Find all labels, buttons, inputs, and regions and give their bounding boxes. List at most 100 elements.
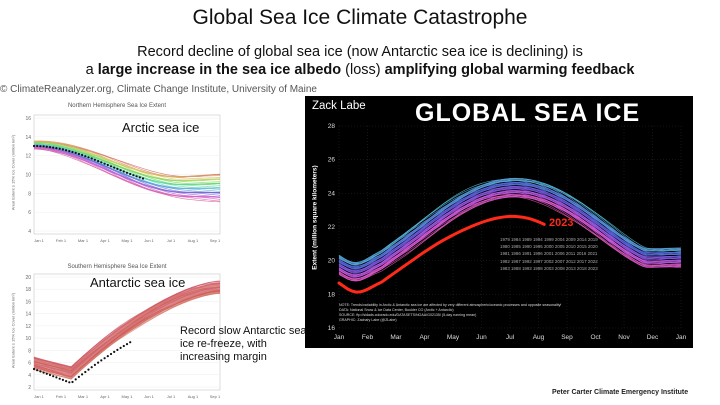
antarctic-current-year-point bbox=[71, 380, 74, 384]
antarctic-xtick: Jan 1 bbox=[34, 394, 45, 399]
arctic-current-year-point bbox=[55, 147, 58, 150]
arctic-current-year-point bbox=[45, 145, 48, 148]
global-year-line bbox=[338, 196, 682, 281]
global-xtick: Mar bbox=[390, 334, 402, 341]
arctic-xtick: Jun 1 bbox=[144, 238, 155, 243]
arctic-current-year-point bbox=[68, 150, 71, 153]
arctic-current-year-point bbox=[141, 177, 145, 180]
copyright-icon: © bbox=[0, 84, 11, 95]
antarctic-current-year-point bbox=[81, 373, 84, 376]
antarctic-current-year-point bbox=[36, 369, 39, 372]
arctic-ytick: 10 bbox=[25, 173, 31, 179]
antarctic-ytick: 2 bbox=[28, 385, 31, 391]
arctic-year-line bbox=[33, 146, 221, 202]
antarctic-ytick: 18 bbox=[25, 287, 31, 293]
arctic-year-line bbox=[33, 147, 221, 203]
antarctic-xtick: Sep 1 bbox=[210, 394, 221, 399]
antarctic-current-year-point bbox=[97, 361, 100, 364]
antarctic-year-line bbox=[33, 292, 221, 380]
global-xtick: Nov bbox=[618, 334, 630, 341]
antarctic-ytick: 12 bbox=[25, 324, 31, 330]
global-ytick: 24 bbox=[328, 190, 336, 197]
arctic-year-line bbox=[33, 140, 221, 178]
arctic-current-year-point bbox=[135, 175, 138, 178]
arctic-current-year-point bbox=[93, 158, 96, 161]
global-note-line: DATA: National Snow & Ice Data Center, B… bbox=[339, 308, 454, 312]
arctic-chart-title: Northern Hemisphere Sea Ice Extent bbox=[67, 103, 167, 109]
author-name: Zack Labe bbox=[312, 100, 366, 112]
antarctic-current-year-point bbox=[42, 371, 45, 374]
antarctic-current-year-point bbox=[45, 372, 48, 375]
global-ytick: 28 bbox=[328, 123, 336, 130]
global-ytick: 26 bbox=[328, 157, 336, 164]
global-xtick: May bbox=[447, 334, 460, 341]
arctic-current-year-point bbox=[39, 145, 42, 148]
arctic-current-year-point bbox=[71, 150, 74, 154]
arctic-current-year-point bbox=[97, 160, 100, 163]
arctic-current-year-point bbox=[52, 146, 55, 149]
global-xtick: Dec bbox=[647, 334, 659, 341]
credit-text: ClimateReanalyzer.org, Climate Change In… bbox=[10, 84, 317, 95]
footer-credit: Peter Carter Climate Emergency Institute bbox=[552, 389, 689, 396]
antarctic-current-year-point bbox=[109, 352, 113, 356]
global-ytick: 22 bbox=[328, 224, 336, 231]
arctic-current-year-point bbox=[42, 145, 45, 148]
antarctic-ytick: 8 bbox=[28, 348, 31, 354]
arctic-year-line bbox=[33, 144, 221, 192]
arctic-current-year-point bbox=[81, 153, 84, 157]
global-xtick: Jan bbox=[676, 334, 687, 341]
arctic-current-year-point bbox=[87, 156, 90, 159]
year-legend-row: 1983 1988 1993 1998 2003 2008 2013 2018 … bbox=[500, 265, 598, 271]
arctic-current-year-point bbox=[84, 155, 87, 158]
year-legend-row: 1981 1986 1991 1996 2001 2006 2011 2016 … bbox=[500, 251, 598, 257]
slide-title: Global Sea Ice Climate Catastrophe bbox=[192, 6, 528, 29]
antarctic-xtick: Apr 1 bbox=[100, 394, 110, 399]
antarctic-current-year-point bbox=[122, 344, 125, 348]
antarctic-ytick: 20 bbox=[25, 275, 31, 281]
arctic-xtick: Jan 1 bbox=[34, 238, 45, 243]
global-xtick: Jun bbox=[476, 334, 487, 341]
subtitle-line-2: a large increase in the sea ice albedo (… bbox=[0, 62, 720, 78]
antarctic-current-year-point bbox=[87, 368, 90, 371]
global-note-line: SOURCE: ftp://sidads.colorado.edu/DATASE… bbox=[339, 313, 477, 317]
arctic-ytick: 6 bbox=[28, 210, 31, 216]
global-2023-line bbox=[337, 214, 546, 294]
global-xtick: Aug bbox=[533, 334, 545, 341]
antarctic-ytick: 10 bbox=[25, 336, 31, 342]
arctic-xtick: Mar 1 bbox=[78, 238, 89, 243]
arctic-current-year-point bbox=[129, 172, 132, 176]
antarctic-xtick: Jun 1 bbox=[144, 394, 155, 399]
arctic-current-year-point bbox=[103, 162, 106, 165]
arctic-current-year-point bbox=[125, 171, 129, 174]
arctic-ytick: 14 bbox=[25, 135, 31, 141]
arctic-current-year-point bbox=[119, 169, 122, 172]
antarctic-current-year-point bbox=[119, 346, 122, 349]
global-notes: NOTE: Trends/variability in Arctic & Ant… bbox=[339, 303, 679, 323]
antarctic-chart-panel: Southern Hemisphere Sea Ice Extent Areal… bbox=[6, 258, 228, 401]
antarctic-current-year-point bbox=[48, 373, 52, 377]
highlight-year-label: 2023 bbox=[549, 217, 574, 229]
arctic-current-year-point bbox=[90, 157, 93, 160]
arctic-xtick: Feb 1 bbox=[56, 238, 67, 243]
antarctic-current-year-point bbox=[74, 378, 77, 381]
subtitle-line-1: Record decline of global sea ice (now An… bbox=[137, 44, 583, 60]
global-chart-plot: 28 26 24 22 20 18 16 Jan Feb Mar Apr May Jun Jul Aug Se… bbox=[328, 123, 687, 341]
subtitle-bold-albedo: large increase in the sea ice albedo bbox=[97, 62, 342, 78]
arctic-xtick: Apr 1 bbox=[100, 238, 110, 243]
arctic-xtick: Sep 1 bbox=[210, 238, 221, 243]
antarctic-current-year-point bbox=[77, 375, 80, 378]
antarctic-xtick: Mar 1 bbox=[78, 394, 89, 399]
subtitle-bold-feedback: amplifying global warming feedback bbox=[384, 62, 635, 78]
arctic-current-year-point bbox=[106, 163, 109, 167]
antarctic-current-year-point bbox=[113, 350, 116, 353]
arctic-xtick: May 1 bbox=[122, 238, 134, 243]
antarctic-current-year-point bbox=[93, 363, 96, 366]
arctic-current-year-point bbox=[122, 170, 125, 173]
arctic-current-year-point bbox=[58, 147, 61, 150]
arctic-current-year-point bbox=[74, 151, 77, 154]
antarctic-ytick: 14 bbox=[25, 312, 31, 318]
arctic-year-line bbox=[34, 145, 221, 196]
arctic-sea-ice-label: Arctic sea ice bbox=[122, 120, 200, 135]
global-xtick: Sep bbox=[561, 334, 573, 341]
antarctic-current-year-point bbox=[32, 367, 36, 371]
